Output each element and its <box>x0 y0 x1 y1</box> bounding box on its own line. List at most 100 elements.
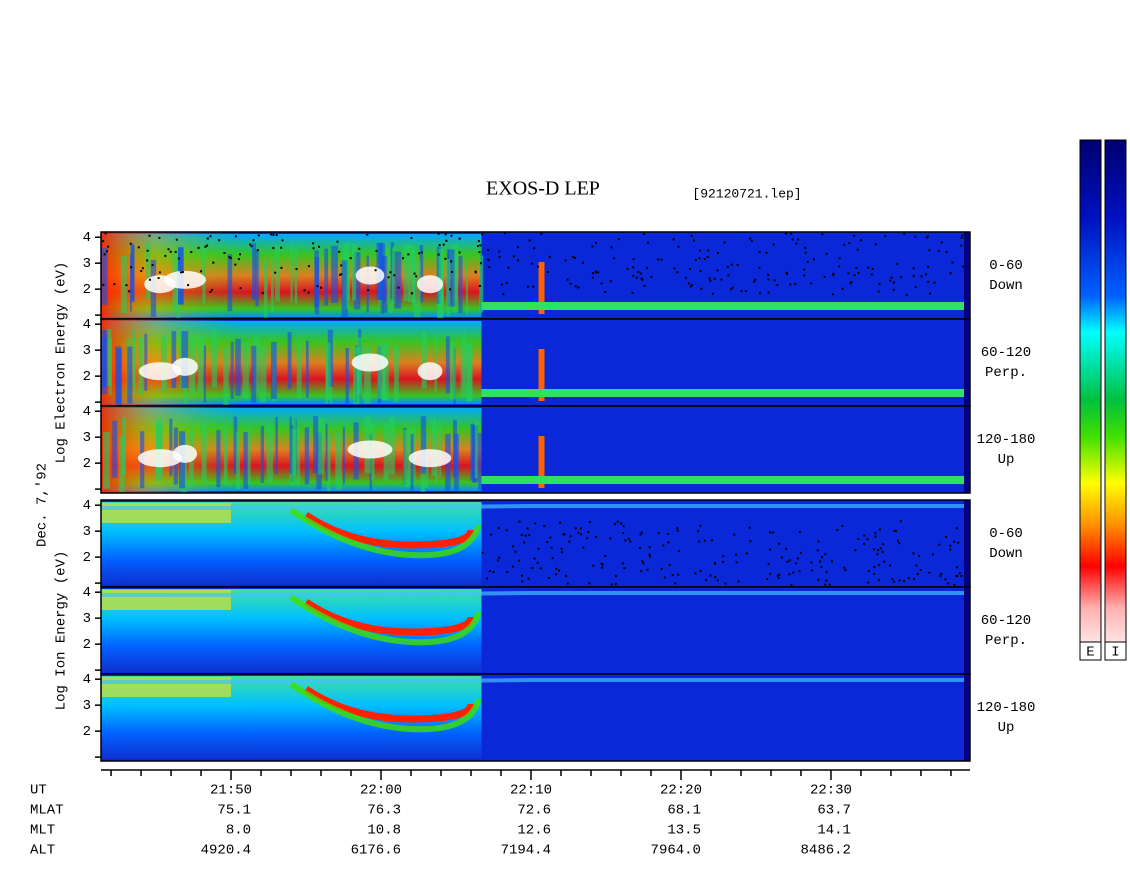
noise <box>197 246 200 249</box>
panel-label: Perp. <box>985 365 1027 381</box>
noise <box>722 555 725 558</box>
noise <box>588 582 591 585</box>
texture <box>458 256 463 314</box>
y-tick-label: 4 <box>83 317 91 333</box>
noise <box>560 551 563 554</box>
noise <box>498 255 501 258</box>
noise <box>884 235 887 238</box>
noise <box>107 245 110 248</box>
noise <box>949 272 952 275</box>
panel-edge <box>964 232 970 319</box>
texture <box>101 247 108 305</box>
panel-edge <box>964 587 970 674</box>
row-value: 76.3 <box>367 803 401 819</box>
noise <box>737 580 740 583</box>
noise <box>586 537 589 540</box>
y-tick-label: 3 <box>83 611 91 627</box>
noise <box>479 262 482 265</box>
noise <box>784 232 787 235</box>
noise <box>955 574 958 577</box>
noise <box>437 232 440 235</box>
noise <box>505 282 508 285</box>
texture <box>251 345 257 403</box>
noise <box>540 232 543 235</box>
ion-crest <box>304 686 475 723</box>
noise <box>754 278 757 281</box>
noise <box>537 265 540 268</box>
noise <box>677 550 680 553</box>
noise <box>577 286 580 289</box>
noise <box>234 235 237 238</box>
noise <box>261 292 264 295</box>
y-axis-label: Log Ion Energy (eV) <box>54 551 70 711</box>
noise <box>548 576 551 579</box>
panel-frame <box>100 405 971 494</box>
noise <box>804 246 807 249</box>
texture <box>421 331 427 389</box>
noise <box>444 257 447 260</box>
noise <box>533 247 536 250</box>
texture <box>478 433 482 491</box>
noise <box>832 293 835 296</box>
y-tick-label: 2 <box>83 369 91 385</box>
noise <box>498 556 501 559</box>
noise <box>703 258 706 261</box>
texture <box>465 257 468 315</box>
hot-spot <box>416 275 444 294</box>
y-axis-label: Log Electron Energy (eV) <box>54 262 70 464</box>
noise <box>767 291 770 294</box>
noise <box>836 528 839 531</box>
texture <box>144 333 148 391</box>
colorbars <box>1079 139 1127 661</box>
noise <box>517 246 520 249</box>
noise <box>146 259 149 262</box>
low-band <box>481 302 964 310</box>
noise <box>824 553 827 556</box>
noise <box>803 274 806 277</box>
noise <box>256 249 259 252</box>
noise <box>878 282 881 285</box>
noise <box>926 235 929 238</box>
noise <box>613 257 616 260</box>
noise <box>817 540 820 543</box>
texture <box>345 347 349 405</box>
x-tick-label: 22:00 <box>360 783 402 799</box>
noise <box>415 275 418 278</box>
noise <box>303 289 306 292</box>
noise <box>847 272 850 275</box>
noise <box>692 239 695 242</box>
noise <box>786 272 789 275</box>
noise <box>913 577 916 580</box>
noise <box>549 536 552 539</box>
noise <box>520 574 523 577</box>
noise <box>558 569 561 572</box>
noise <box>638 547 641 550</box>
noise <box>393 274 396 277</box>
noise <box>778 542 781 545</box>
noise <box>211 288 214 291</box>
noise <box>867 570 870 573</box>
row-value: 10.8 <box>367 823 401 839</box>
noise <box>167 248 170 251</box>
noise <box>140 270 143 273</box>
noise <box>749 237 752 240</box>
noise <box>177 257 180 260</box>
noise <box>374 269 377 272</box>
noise <box>955 566 958 569</box>
noise <box>157 277 160 280</box>
noise <box>877 290 880 293</box>
noise <box>639 533 642 536</box>
noise <box>438 244 441 247</box>
y-tick-label: 2 <box>83 637 91 653</box>
texture <box>445 259 451 317</box>
spike <box>538 262 545 314</box>
noise <box>517 559 520 562</box>
noise <box>708 277 711 280</box>
noise <box>912 267 915 270</box>
noise <box>714 562 717 565</box>
noise <box>617 238 620 241</box>
noise <box>867 266 870 269</box>
spectrogram-panel <box>101 232 970 319</box>
colorbar-label: E <box>1086 645 1094 661</box>
noise <box>597 271 600 274</box>
